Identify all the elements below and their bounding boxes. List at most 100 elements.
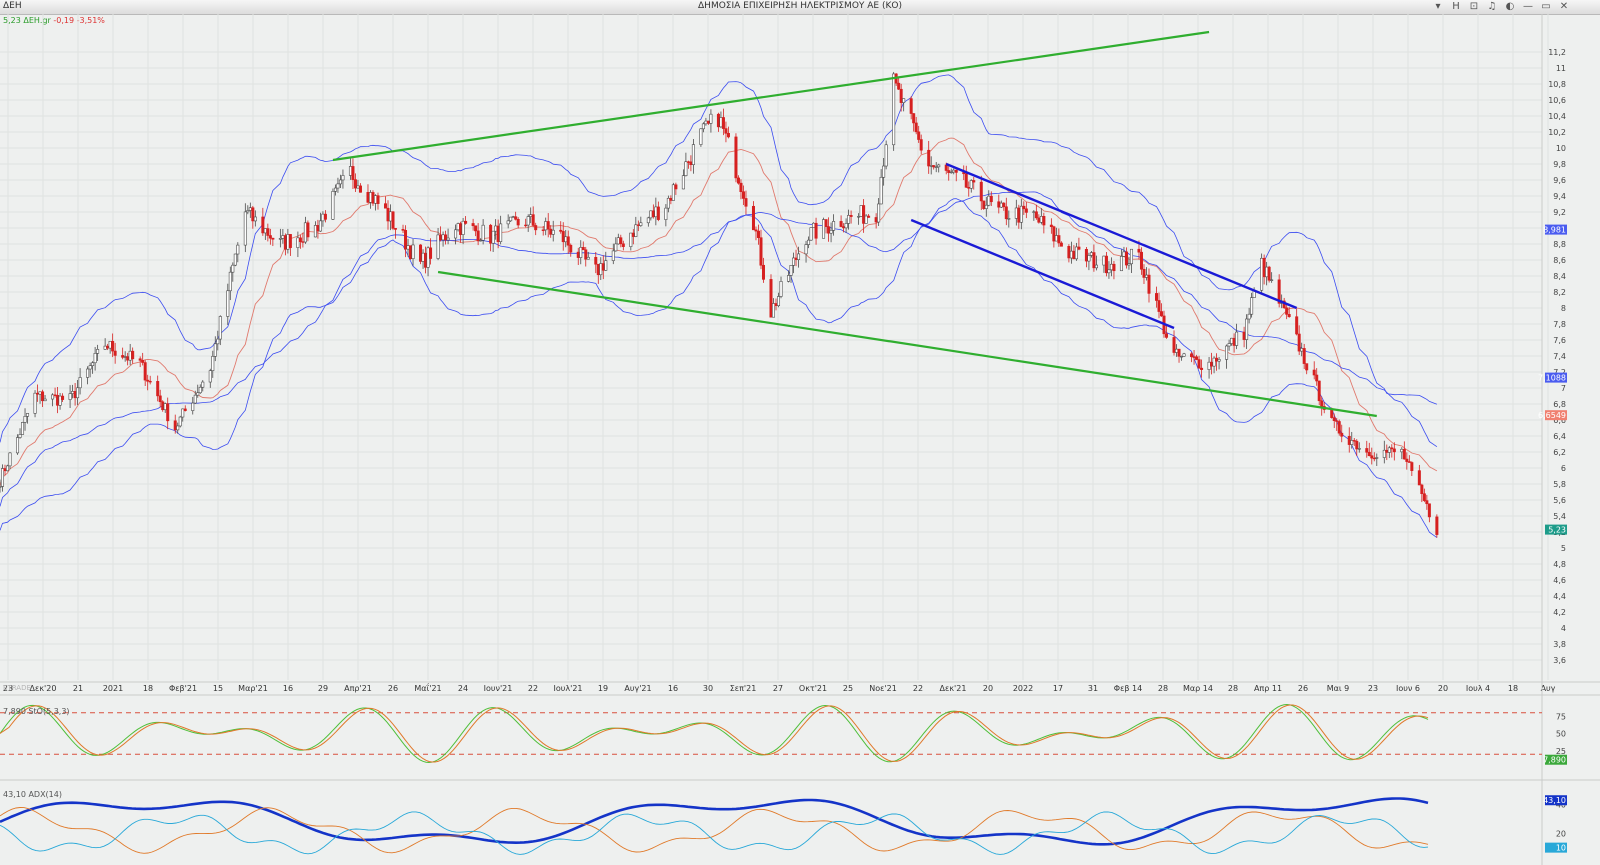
candle-body: [471, 223, 475, 227]
candle-body: [917, 131, 921, 140]
candle-body: [128, 350, 132, 361]
candle-body: [531, 214, 535, 226]
time-tick-label: 26: [388, 684, 398, 693]
price-marker-label: 8,981: [1543, 226, 1566, 235]
time-tick-label: 21: [73, 684, 83, 693]
candle-body: [173, 420, 177, 431]
price-tick-label: 5,6: [1553, 496, 1566, 505]
candle-body: [797, 253, 801, 260]
candle-body: [348, 166, 352, 176]
candle-body: [1420, 484, 1424, 495]
adx-badge: [1545, 795, 1567, 806]
candle-body: [1270, 279, 1274, 281]
snapshot-icon[interactable]: ⊡: [1469, 1, 1479, 12]
candle-body: [1019, 205, 1023, 223]
minimize-button[interactable]: —: [1523, 1, 1533, 12]
theme-icon[interactable]: ◐: [1505, 1, 1515, 12]
candle-body: [8, 452, 12, 467]
trendline-upper[interactable]: [332, 30, 1210, 162]
time-tick-label: Δεκ'20: [30, 684, 57, 693]
time-tick-label: Αυγ: [1541, 684, 1556, 693]
candle-body: [166, 403, 170, 422]
close-button[interactable]: ✕: [1559, 1, 1569, 12]
sound-icon[interactable]: ♫: [1487, 1, 1497, 12]
candle-body: [581, 247, 585, 251]
adx-badge: [1545, 842, 1567, 853]
candle-body: [1297, 333, 1301, 352]
price-tick-label: 11: [1556, 64, 1566, 73]
hide-button[interactable]: H: [1452, 1, 1460, 12]
candle-body: [3, 468, 7, 472]
candle-body: [366, 192, 370, 203]
price-tick-label: 9,2: [1553, 208, 1566, 217]
time-tick-label: 2022: [1013, 684, 1033, 693]
candle-body: [1144, 274, 1148, 278]
candle-body: [123, 356, 127, 358]
time-tick-label: 16: [283, 684, 293, 693]
lower-band-line: [0, 198, 1438, 538]
candle-body: [1232, 337, 1236, 346]
candle-body: [654, 206, 658, 218]
price-tick-label: 6,8: [1553, 400, 1566, 409]
candle-body: [634, 224, 638, 237]
candle-body: [424, 252, 428, 268]
candle-body: [1265, 266, 1269, 278]
candle-body: [341, 175, 345, 181]
candle-body: [1262, 257, 1266, 278]
candle-body: [944, 164, 948, 171]
candle-body: [1042, 216, 1046, 226]
candle-body: [394, 228, 398, 230]
candle-body: [899, 88, 903, 103]
candle-body: [108, 340, 112, 349]
price-tick-label: 6,4: [1553, 432, 1566, 441]
maximize-button[interactable]: ▭: [1541, 1, 1551, 12]
quote-name: ΔΕΗ.gr: [23, 16, 51, 25]
candle-body: [1197, 359, 1201, 369]
candle-body: [1295, 316, 1299, 335]
candle-body: [131, 350, 135, 360]
candle-body: [193, 394, 197, 404]
candle-body: [404, 230, 408, 250]
candle-body: [1245, 318, 1249, 340]
candle-body: [1365, 448, 1369, 453]
price-tick-label: 7,4: [1553, 352, 1566, 361]
candle-body: [429, 247, 433, 259]
candle-body: [158, 395, 162, 403]
candle-body: [358, 185, 362, 193]
candle-body: [148, 380, 152, 383]
candle-body: [1017, 207, 1021, 223]
candle-body: [1104, 255, 1108, 274]
candle-body: [33, 392, 37, 414]
candle-body: [78, 377, 82, 389]
candle-body: [283, 235, 287, 250]
channel-line[interactable]: [910, 218, 1175, 330]
candle-body: [26, 413, 30, 417]
candle-body: [51, 394, 55, 400]
candle-body: [464, 220, 468, 224]
candle-body: [41, 391, 45, 402]
candle-body: [549, 228, 553, 235]
candle-body: [699, 128, 703, 145]
dropdown-icon[interactable]: ▾: [1435, 1, 1441, 12]
candle-body: [1315, 374, 1319, 382]
candle-body: [38, 391, 42, 395]
time-tick-label: 20: [983, 684, 993, 693]
candle-body: [509, 216, 513, 222]
candle-body: [1422, 493, 1426, 501]
candle-body: [1317, 380, 1321, 402]
trendline-lower[interactable]: [437, 270, 1377, 418]
time-tick-label: 24: [458, 684, 468, 693]
channel-line[interactable]: [945, 162, 1298, 310]
candle-body: [246, 210, 250, 213]
candle-body: [1210, 361, 1214, 367]
candle-body: [68, 393, 72, 400]
candle-body: [927, 149, 931, 167]
candle-body: [779, 281, 783, 297]
candle-body: [751, 205, 755, 231]
candle-body: [373, 195, 377, 204]
candle-body: [689, 161, 693, 165]
candle-body: [446, 237, 450, 241]
candle-body: [909, 98, 913, 114]
candle-body: [231, 264, 235, 273]
